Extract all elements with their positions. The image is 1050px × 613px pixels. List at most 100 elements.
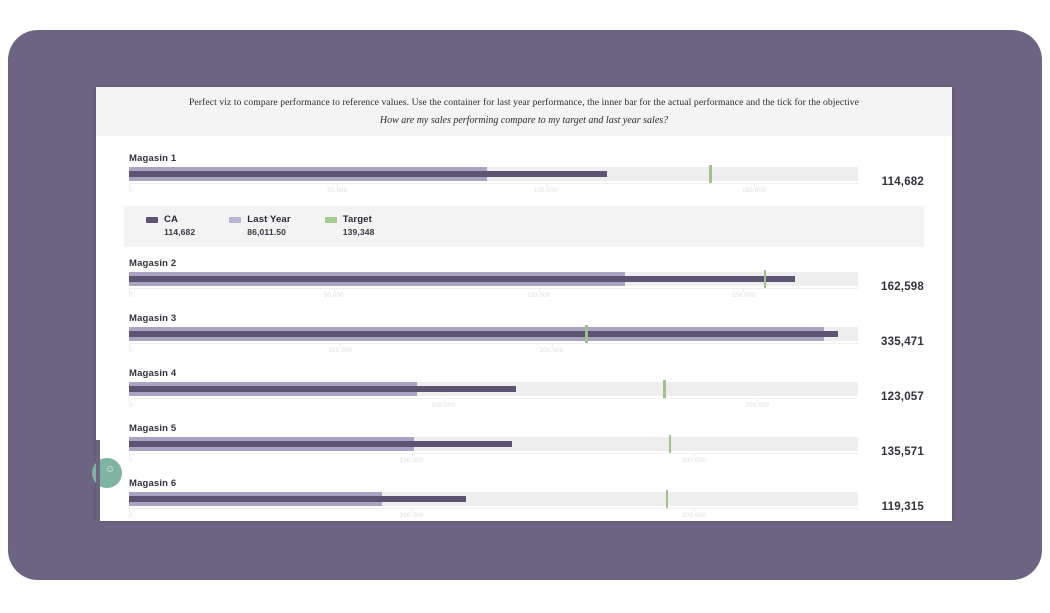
axis-tick-label: 200.000 (539, 346, 564, 354)
axis-tick-label: 100.000 (399, 456, 424, 464)
chart-legend: CA 114,682 Last Year 86,011.50 Target 139,348 (124, 206, 924, 247)
axis-tick-label: 0 (129, 291, 133, 299)
bullet-row-label: Magasin 3 (129, 312, 177, 324)
bullet-row-value: 162,598 (881, 280, 924, 293)
bullet-row: Magasin 1 0 50.000 100.000 150.000 114,682 (96, 153, 952, 197)
legend-swatch-ca (146, 217, 158, 224)
bullet-axis: 0 100.000 200.000 (129, 342, 858, 357)
bullet-row: Magasin 2 0 50.000 100.000 150.000 162,598 (96, 258, 952, 302)
axis-tick-label: 0 (129, 187, 133, 195)
legend-item[interactable]: CA 114,682 (146, 214, 195, 239)
bullet-row-body: 0 50.000 100.000 150.000 162,598 (129, 269, 924, 302)
legend-text-block: Last Year 86,011.50 (247, 214, 290, 239)
bullet-axis: 0 100.000 200.000 (129, 507, 858, 521)
bullet-axis: 0 50.000 100.000 150.000 (129, 287, 858, 302)
tick-target-marker (665, 489, 669, 508)
tick-target-marker (763, 269, 767, 288)
axis-tick-mark (694, 453, 696, 457)
bullet-row: Magasin 6 0 100.000 200.000 119,315 (96, 478, 952, 521)
bullet-row-label: Magasin 5 (129, 422, 177, 434)
axis-tick-mark (333, 288, 335, 292)
bar-ca-actual (129, 385, 516, 392)
bullet-row-label: Magasin 1 (129, 153, 177, 165)
bullet-row-body: 0 50.000 100.000 150.000 114,682 (129, 165, 924, 197)
bullet-track-wrapper: 0 100.000 200.000 (129, 434, 858, 467)
bullet-track-wrapper: 0 100.000 200.000 (129, 324, 858, 357)
bullet-row-value: 119,315 (881, 500, 924, 513)
legend-text-block: Target 139,348 (343, 214, 375, 239)
viz-header: Perfect viz to compare performance to re… (96, 87, 952, 137)
axis-tick-mark (129, 184, 130, 188)
bullet-row-label: Magasin 2 (129, 257, 177, 269)
axis-tick-label: 50.000 (323, 291, 344, 299)
legend-series-name: Target (342, 214, 372, 226)
axis-tick-mark (129, 453, 130, 457)
bullet-track-range (129, 324, 858, 343)
bullet-track-range (129, 434, 858, 453)
axis-tick-mark (551, 343, 553, 347)
axis-tick-label: 200.000 (682, 511, 706, 519)
legend-series-value: 139,348 (342, 227, 375, 238)
bullet-track-wrapper: 0 100.000 200.000 (129, 489, 858, 521)
dashboard-card: Perfect viz to compare performance to re… (96, 87, 952, 521)
axis-tick-mark (129, 398, 130, 402)
tick-target-marker (709, 165, 712, 184)
viz-question: How are my sales performing compare to m… (379, 115, 669, 127)
legend-item[interactable]: Target 139,348 (324, 214, 375, 239)
bullet-row: Magasin 5 0 100.000 200.000 135,571 (96, 423, 952, 467)
bullet-row-body: 0 100.000 200.000 135,571 (129, 434, 924, 467)
axis-tick-label: 0 (129, 346, 133, 354)
axis-tick-label: 50.000 (327, 187, 348, 195)
bullet-axis: 0 100.000 200.000 (129, 397, 858, 412)
axis-tick-label: 100.000 (399, 511, 424, 519)
avatar-face-icon: ☺ (105, 464, 116, 475)
bullet-track-range (129, 165, 858, 184)
bar-ca-actual (129, 171, 607, 178)
axis-tick-label: 100.000 (431, 401, 456, 409)
bullet-row: Magasin 3 0 100.000 200.000 335,471 (96, 313, 952, 357)
axis-tick-label: 150.000 (731, 291, 756, 299)
bar-ca-actual (129, 330, 838, 337)
axis-tick-mark (129, 508, 130, 512)
axis-tick-label: 200.000 (745, 401, 770, 409)
tick-target-marker (663, 379, 666, 398)
axis-tick-label: 0 (129, 456, 133, 464)
axis-tick-mark (545, 184, 547, 188)
bullet-chart: Magasin 1 0 50.000 100.000 150.000 114,682 CA 1… (96, 153, 952, 521)
bullet-track-range (129, 489, 858, 508)
bullet-track-wrapper: 0 50.000 100.000 150.000 (129, 165, 858, 197)
viz-description: Perfect viz to compare performance to re… (188, 97, 860, 108)
bar-ca-actual (129, 495, 467, 502)
legend-swatch-target (324, 217, 337, 224)
legend-series-value: 114,682 (164, 227, 196, 238)
frame-left-edge-strip (96, 440, 100, 522)
axis-tick-mark (129, 288, 130, 292)
axis-tick-label: 100.000 (533, 187, 558, 195)
bullet-track-wrapper: 0 50.000 100.000 150.000 (129, 269, 858, 302)
axis-tick-mark (743, 288, 745, 292)
bullet-track-wrapper: 0 100.000 200.000 (129, 379, 858, 412)
legend-swatch-last-year (229, 217, 242, 224)
bullet-row-value: 335,471 (881, 335, 924, 348)
bullet-row-value: 123,057 (881, 390, 924, 403)
bullet-axis: 0 100.000 200.000 (129, 452, 858, 467)
axis-tick-mark (538, 288, 540, 292)
bullet-track-range (129, 379, 858, 398)
legend-item[interactable]: Last Year 86,011.50 (229, 214, 291, 239)
axis-tick-mark (443, 398, 445, 402)
legend-series-value: 86,011.50 (247, 227, 286, 238)
legend-series-name: Last Year (247, 214, 291, 226)
axis-tick-label: 100.000 (526, 291, 551, 299)
bar-ca-actual (129, 275, 795, 282)
bullet-row-label: Magasin 6 (129, 477, 177, 489)
bullet-row-body: 0 100.000 200.000 123,057 (129, 379, 924, 412)
axis-tick-mark (340, 343, 342, 347)
bullet-row-label: Magasin 4 (129, 367, 177, 379)
tick-target-marker (585, 324, 588, 343)
bullet-axis: 0 50.000 100.000 150.000 (129, 183, 858, 197)
legend-text-block: CA 114,682 (164, 214, 195, 239)
axis-tick-mark (753, 184, 755, 188)
bullet-track-range (129, 269, 858, 288)
bullet-row-value: 114,682 (881, 176, 924, 189)
